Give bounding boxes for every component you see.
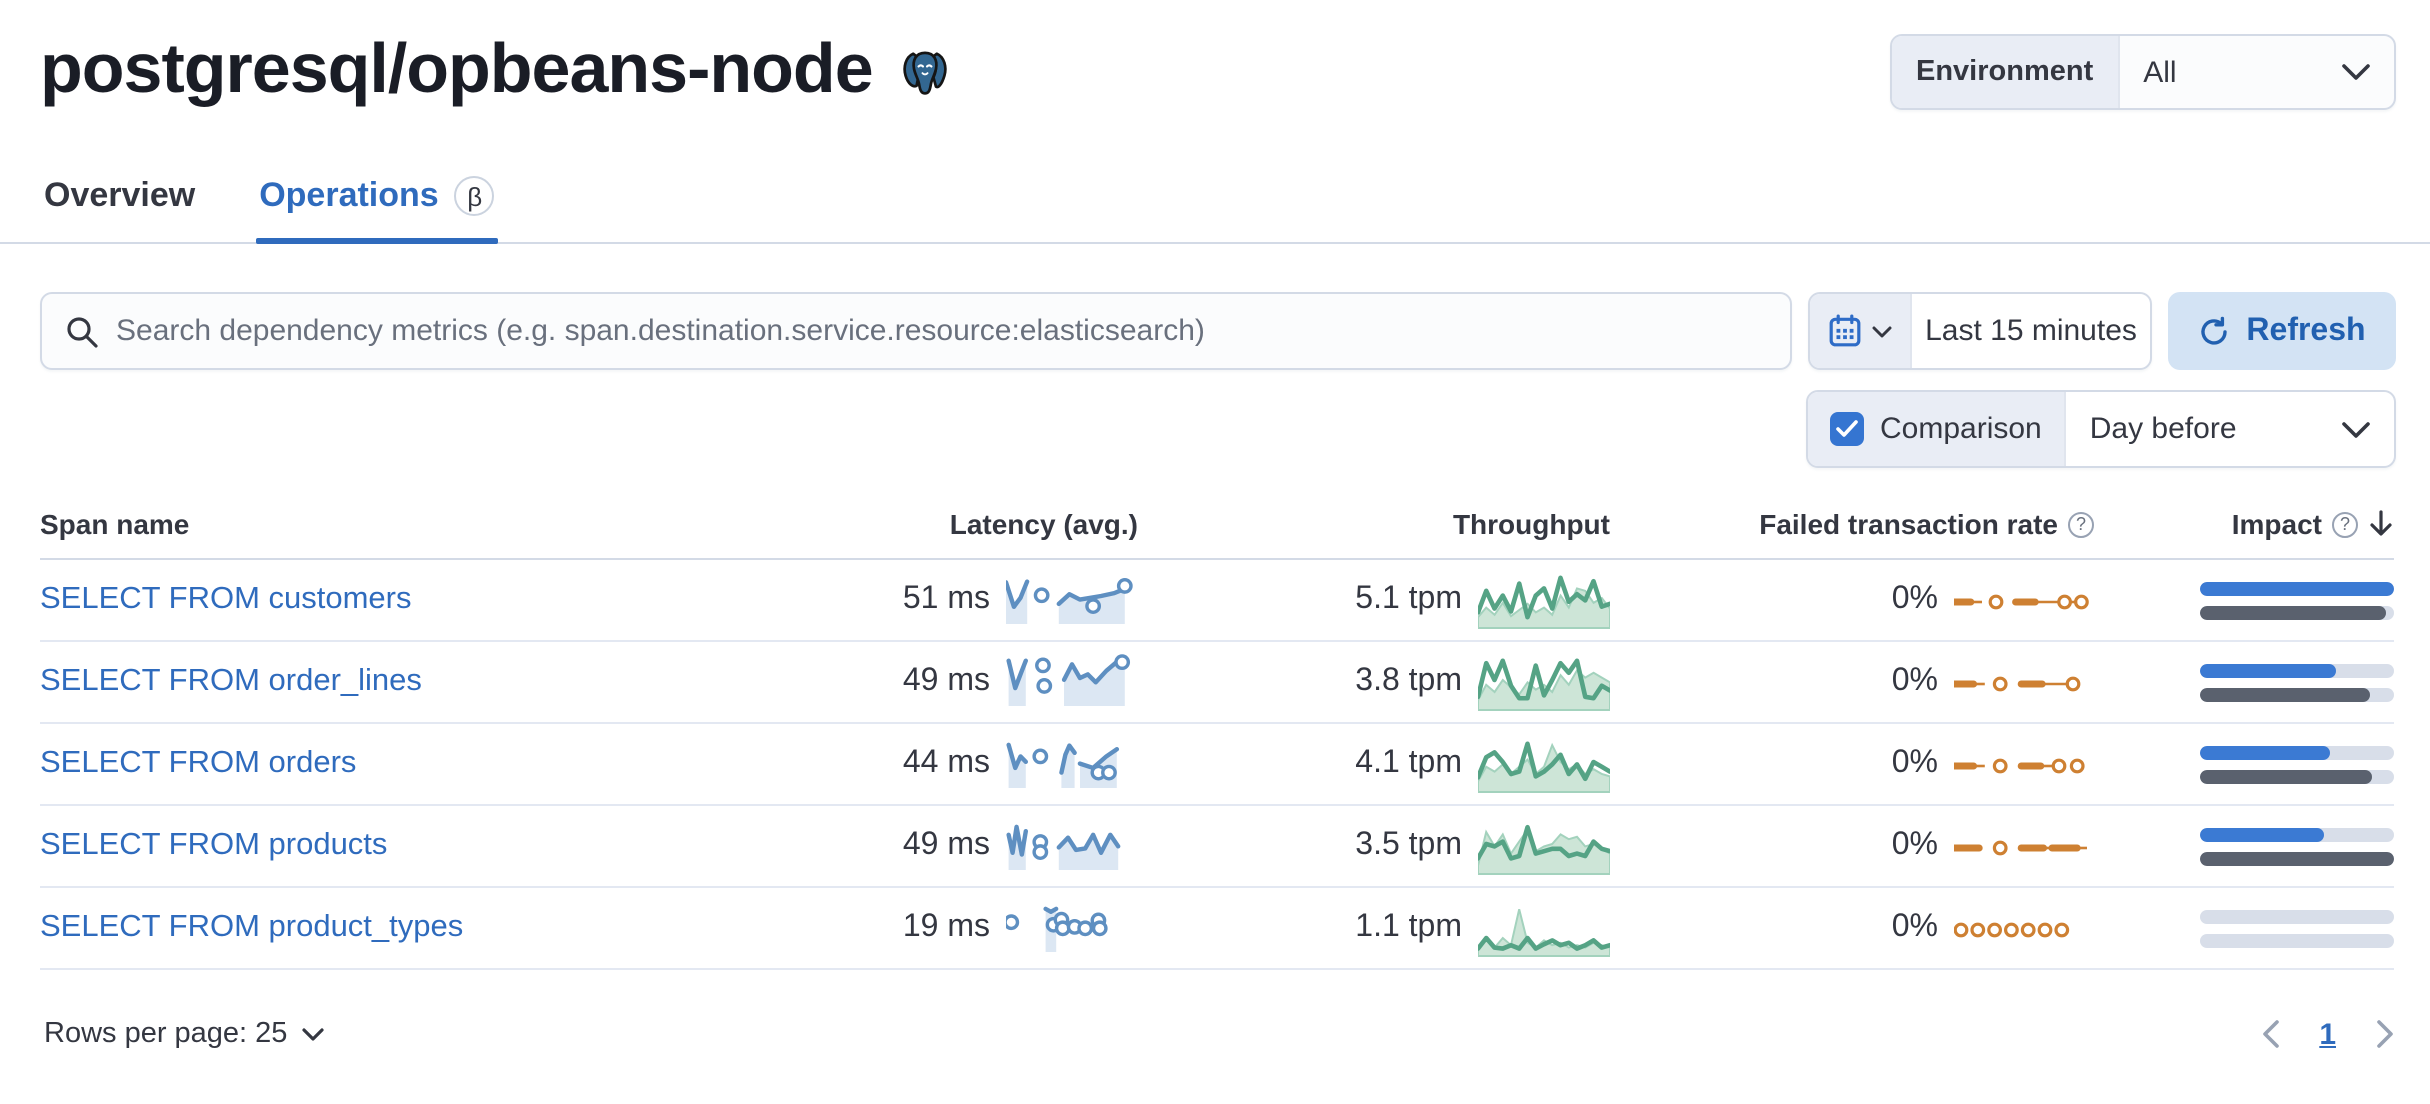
rows-per-page-label: Rows per page: 25 — [44, 1018, 288, 1050]
comparison-select-value: Day before — [2089, 412, 2237, 446]
table-header-row: Span name Latency (avg.) Throughput Fail… — [40, 508, 2394, 560]
latency-sparkline — [1006, 578, 1133, 624]
refresh-button[interactable]: Refresh — [2168, 292, 2396, 370]
page-header: postgresql/opbeans-node Environment All — [0, 0, 2430, 112]
comparison-control: Comparison Day before — [1806, 390, 2396, 468]
tab-operations-label: Operations — [259, 176, 439, 214]
latency-sparkline — [1006, 742, 1120, 788]
failed-rate-value: 0% — [1891, 664, 1938, 698]
latency-sparkline — [1006, 906, 1108, 952]
table-footer: Rows per page: 25 1 — [0, 1012, 2430, 1056]
throughput-value: 3.8 tpm — [1355, 664, 1462, 698]
environment-select-label: Environment — [1892, 36, 2120, 108]
impact-bars — [2200, 581, 2394, 619]
question-icon — [2068, 511, 2094, 537]
span-name-link[interactable]: SELECT FROM product_types — [40, 910, 464, 944]
span-name-link[interactable]: SELECT FROM order_lines — [40, 664, 422, 698]
chevron-down-icon — [2342, 421, 2370, 437]
failed-rate-sparkline — [1954, 594, 2089, 610]
calendar-icon — [1828, 314, 1862, 348]
latency-value: 49 ms — [902, 828, 990, 862]
table-row: SELECT FROM product_types 19 ms 1.1 tpm … — [40, 888, 2394, 970]
failed-rate-value: 0% — [1891, 828, 1938, 862]
comparison-row: Comparison Day before — [0, 390, 2430, 468]
environment-select[interactable]: Environment All — [1890, 34, 2396, 110]
column-header-latency[interactable]: Latency (avg.) — [949, 508, 1138, 540]
search-box — [40, 292, 1792, 370]
refresh-icon — [2198, 315, 2230, 347]
time-range-picker: Last 15 minutes — [1808, 292, 2152, 370]
throughput-value: 3.5 tpm — [1355, 828, 1462, 862]
latency-value: 49 ms — [902, 664, 990, 698]
span-name-link[interactable]: SELECT FROM products — [40, 828, 388, 862]
beta-badge: β — [454, 176, 495, 216]
throughput-sparkline — [1478, 824, 1610, 875]
comparison-checkbox-group[interactable]: Comparison — [1808, 392, 2066, 466]
search-input[interactable] — [116, 314, 1766, 348]
chevron-down-icon — [1872, 325, 1892, 337]
throughput-sparkline — [1478, 658, 1610, 711]
column-header-span-name[interactable]: Span name — [40, 508, 190, 540]
failed-rate-value: 0% — [1891, 582, 1938, 616]
page-title: postgresql/opbeans-node — [40, 30, 874, 108]
failed-rate-sparkline — [1954, 758, 2085, 774]
page-number-1[interactable]: 1 — [2319, 1017, 2336, 1051]
search-icon — [66, 315, 98, 347]
failed-rate-value: 0% — [1891, 746, 1938, 780]
table-row: SELECT FROM customers 51 ms 5.1 tpm 0% — [40, 560, 2394, 642]
pagination: 1 — [2253, 1012, 2402, 1056]
time-range-value[interactable]: Last 15 minutes — [1925, 314, 2137, 348]
filter-controls: Last 15 minutes Refresh — [0, 292, 2430, 370]
throughput-sparkline — [1478, 575, 1610, 629]
table-row: SELECT FROM orders 44 ms 4.1 tpm 0% — [40, 724, 2394, 806]
tab-overview-label: Overview — [44, 176, 196, 214]
column-header-throughput[interactable]: Throughput — [1452, 508, 1610, 540]
latency-value: 51 ms — [902, 582, 990, 616]
failed-rate-sparkline — [1954, 840, 2087, 856]
throughput-sparkline — [1478, 741, 1610, 793]
span-name-link[interactable]: SELECT FROM orders — [40, 746, 357, 780]
comparison-label: Comparison — [1880, 412, 2042, 446]
impact-bars — [2200, 663, 2394, 701]
sort-descending-icon — [2368, 510, 2394, 538]
question-icon — [2332, 511, 2358, 537]
throughput-sparkline — [1478, 908, 1610, 957]
table-row: SELECT FROM order_lines 49 ms 3.8 tpm 0% — [40, 642, 2394, 724]
failed-rate-sparkline — [1954, 922, 2070, 938]
span-name-link[interactable]: SELECT FROM customers — [40, 582, 412, 616]
failed-rate-value: 0% — [1891, 910, 1938, 944]
comparison-checkbox[interactable] — [1830, 412, 1864, 446]
tab-overview[interactable]: Overview — [40, 164, 199, 242]
failed-rate-sparkline — [1954, 676, 2081, 692]
environment-select-value: All — [2143, 55, 2177, 89]
throughput-value: 5.1 tpm — [1355, 582, 1462, 616]
comparison-select[interactable]: Day before — [2066, 392, 2342, 466]
column-header-failed-rate[interactable]: Failed transaction rate — [1759, 508, 2094, 540]
latency-sparkline — [1006, 824, 1121, 870]
impact-bars — [2200, 745, 2394, 783]
latency-value: 19 ms — [902, 910, 990, 944]
chevron-down-icon — [301, 1027, 324, 1041]
column-header-impact[interactable]: Impact — [2232, 508, 2394, 540]
throughput-value: 1.1 tpm — [1355, 910, 1462, 944]
table-row: SELECT FROM products 49 ms 3.5 tpm 0% — [40, 806, 2394, 888]
tab-bar: Overview Operations β — [0, 164, 2430, 244]
impact-bars — [2200, 827, 2394, 865]
latency-sparkline — [1006, 654, 1131, 706]
tab-operations[interactable]: Operations β — [255, 164, 499, 244]
operations-table: Span name Latency (avg.) Throughput Fail… — [40, 508, 2394, 970]
chevron-down-icon — [2342, 64, 2370, 80]
postgresql-logo-icon — [899, 46, 953, 102]
latency-value: 44 ms — [902, 746, 990, 780]
impact-bars — [2200, 909, 2394, 947]
rows-per-page-button[interactable]: Rows per page: 25 — [44, 1018, 324, 1050]
previous-page-button[interactable] — [2253, 1012, 2287, 1056]
refresh-button-label: Refresh — [2246, 313, 2366, 347]
throughput-value: 4.1 tpm — [1355, 746, 1462, 780]
next-page-button[interactable] — [2368, 1012, 2402, 1056]
time-range-menu-button[interactable] — [1810, 294, 1912, 368]
